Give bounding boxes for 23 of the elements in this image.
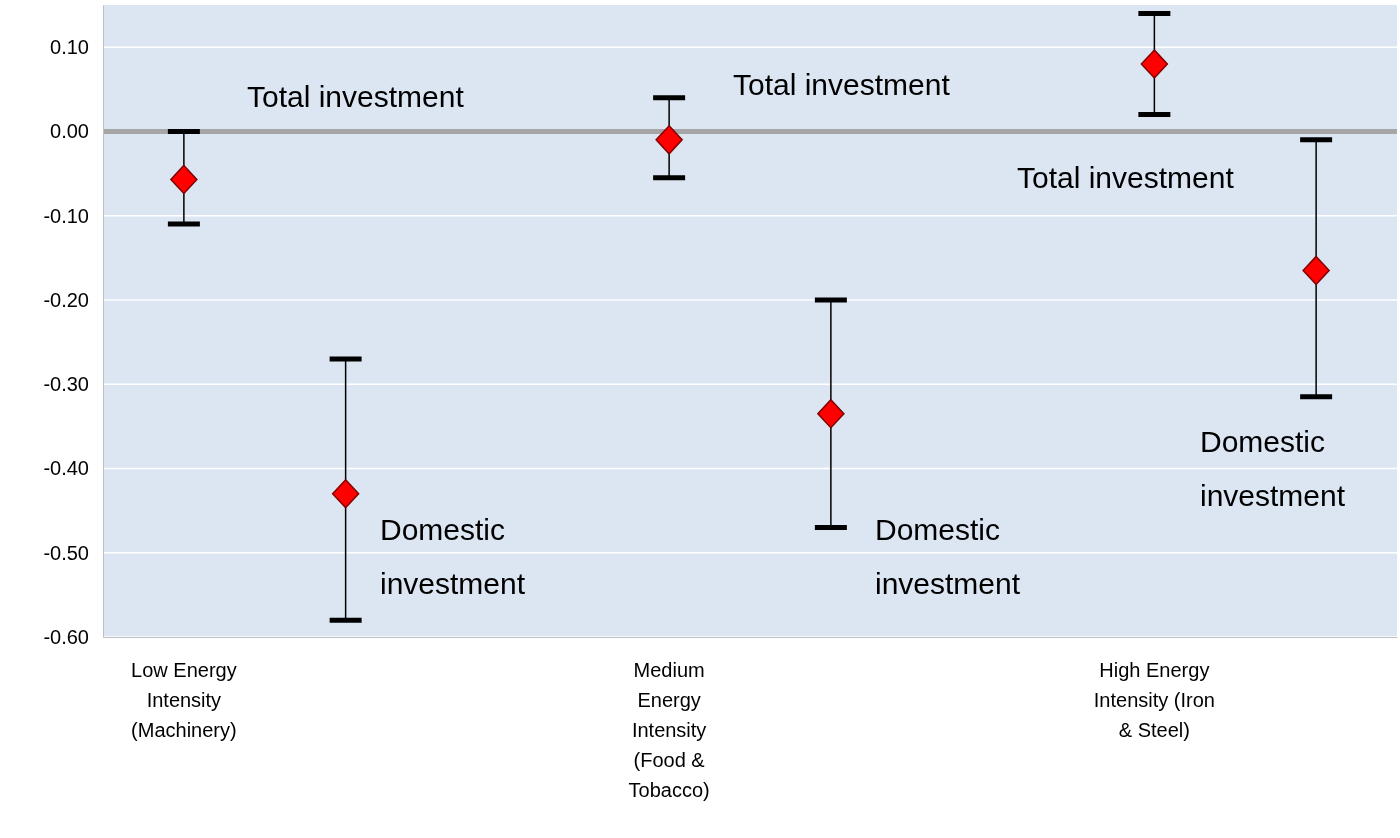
annotation: Domestic investment bbox=[1200, 425, 1346, 512]
x-tick-label: Low Energy Intensity (Machinery) bbox=[131, 659, 237, 742]
y-tick-label: -0.60 bbox=[43, 625, 89, 648]
y-tick-label: 0.00 bbox=[50, 120, 89, 143]
point bbox=[1140, 49, 1169, 79]
y-tick-label: -0.40 bbox=[43, 457, 89, 480]
x-tick-label: Medium Energy Intensity (Food & Tobacco) bbox=[628, 659, 710, 802]
annotation: Total investment bbox=[733, 68, 951, 101]
point bbox=[817, 398, 845, 429]
y-tick-label: -0.50 bbox=[43, 541, 89, 564]
y-tick-label: -0.20 bbox=[43, 288, 89, 311]
point bbox=[331, 479, 360, 509]
annotation: Total investment bbox=[247, 80, 465, 113]
point bbox=[170, 164, 198, 195]
x-tick-label: High Energy Intensity (Iron & Steel) bbox=[1093, 659, 1215, 742]
annotation: Total investment bbox=[1017, 161, 1235, 194]
y-tick-label: 0.10 bbox=[50, 36, 89, 59]
point bbox=[655, 125, 683, 155]
point bbox=[1302, 255, 1330, 286]
annotation: Domestic investment bbox=[380, 513, 526, 600]
annotation: Domestic investment bbox=[875, 513, 1021, 600]
y-tick-label: -0.10 bbox=[43, 204, 89, 227]
y-tick-label: -0.30 bbox=[43, 373, 89, 396]
